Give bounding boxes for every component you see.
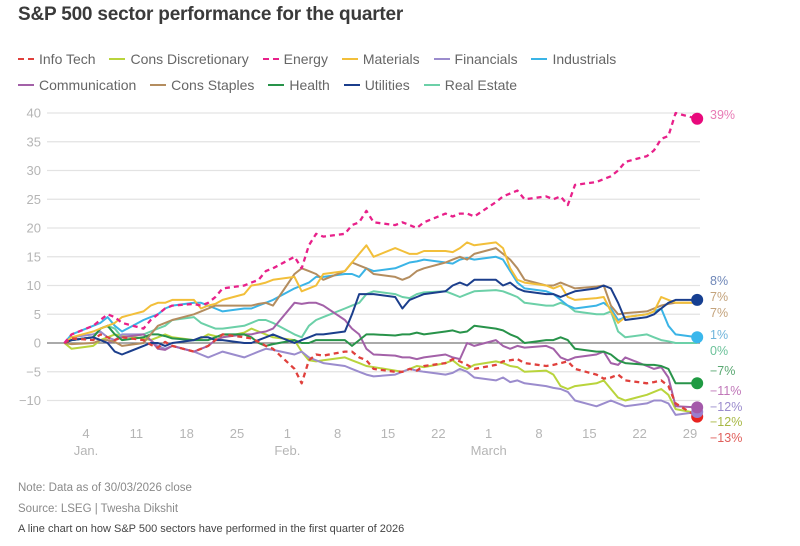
legend-swatch bbox=[18, 58, 34, 60]
legend-item-energy: Energy bbox=[262, 51, 328, 67]
legend-swatch bbox=[433, 58, 450, 60]
series-line-info-tech bbox=[63, 333, 698, 418]
x-tick-label: 15 bbox=[582, 426, 596, 441]
legend-item-communication: Communication bbox=[18, 77, 136, 93]
x-tick-label: 15 bbox=[381, 426, 395, 441]
end-label-materials: 7% bbox=[710, 306, 728, 320]
legend-swatch bbox=[423, 84, 440, 86]
end-dot-utilities bbox=[691, 293, 704, 306]
legend-swatch bbox=[18, 84, 34, 86]
legend-label: Utilities bbox=[364, 77, 410, 93]
end-labels: 39% 8% 7% 7% 1% 0% −7% −11% −12%−12% −13% bbox=[710, 108, 742, 445]
end-dots bbox=[691, 112, 704, 423]
series-line-industrials bbox=[63, 255, 698, 344]
end-dot-industrials bbox=[691, 331, 704, 344]
end-label-health: −7% bbox=[710, 364, 735, 378]
footer-caption: A line chart on how S&P 500 sectors have… bbox=[18, 523, 405, 535]
legend-item-real-estate: Real Estate bbox=[423, 77, 518, 93]
y-tick-label: 30 bbox=[27, 163, 41, 178]
footer-source: Source: LSEG | Twesha Dikshit bbox=[18, 503, 179, 515]
legend-swatch bbox=[262, 58, 279, 60]
legend-swatch bbox=[531, 58, 548, 60]
series-line-communication bbox=[64, 301, 698, 409]
end-label-cons-discretionary: −12% bbox=[710, 415, 742, 429]
y-tick-label: 40 bbox=[27, 106, 41, 121]
series-line-real-estate bbox=[64, 289, 698, 344]
y-tick-label: 5 bbox=[34, 307, 41, 322]
x-tick-label: 22 bbox=[431, 426, 445, 441]
legend-item-cons-discretionary: Cons Discretionary bbox=[109, 51, 249, 67]
y-tick-label: 20 bbox=[27, 221, 41, 236]
x-tick-label: 29 bbox=[683, 426, 697, 441]
end-dot-communication bbox=[691, 401, 704, 414]
x-month-label: March bbox=[471, 443, 507, 458]
legend-label: Cons Discretionary bbox=[130, 51, 249, 67]
chart-title: S&P 500 sector performance for the quart… bbox=[18, 4, 404, 25]
y-axis: 40 35 30 25 20 15 10 5 0 −5 −10 bbox=[19, 106, 41, 409]
legend-swatch bbox=[343, 84, 360, 86]
legend-item-cons-staples: Cons Staples bbox=[150, 77, 254, 93]
legend-swatch bbox=[268, 84, 285, 86]
x-tick-label: 11 bbox=[130, 426, 144, 441]
x-tick-label: 25 bbox=[230, 426, 244, 441]
legend-swatch bbox=[109, 58, 126, 60]
series-line-cons-discretionary bbox=[63, 327, 698, 415]
end-label-info-tech: −13% bbox=[710, 431, 742, 445]
y-tick-label: 35 bbox=[27, 134, 41, 149]
x-axis: 4 Jan. 11 18 25 1 Feb. 8 15 22 1 March 8 15 22 29 bbox=[74, 426, 698, 458]
legend-row-1: Info Tech Cons Discretionary Energy Mate… bbox=[18, 47, 798, 67]
end-label-utilities: 8% bbox=[710, 274, 728, 288]
end-dot-health bbox=[691, 377, 704, 390]
end-dot-energy bbox=[691, 112, 704, 125]
legend-item-industrials: Industrials bbox=[531, 51, 616, 67]
x-tick-label: 22 bbox=[632, 426, 646, 441]
legend-swatch bbox=[150, 84, 167, 86]
legend-row-2: Communication Cons Staples Health Utilit… bbox=[18, 73, 798, 93]
legend-label: Financials bbox=[454, 51, 518, 67]
legend-item-info-tech: Info Tech bbox=[18, 51, 96, 67]
end-label-communication: −11% bbox=[710, 384, 741, 398]
x-tick-label: 8 bbox=[535, 426, 542, 441]
series-line-utilities bbox=[64, 278, 698, 356]
series-line-cons-staples bbox=[64, 247, 698, 347]
x-tick-label: 1 bbox=[284, 426, 291, 441]
series-lines bbox=[63, 111, 698, 418]
footer-note: Note: Data as of 30/03/2026 close bbox=[18, 482, 192, 494]
legend-item-financials: Financials bbox=[433, 51, 518, 67]
y-tick-label: −10 bbox=[19, 393, 41, 408]
x-tick-label: 1 bbox=[485, 426, 492, 441]
x-tick-label: 8 bbox=[334, 426, 341, 441]
legend-label: Energy bbox=[283, 51, 328, 67]
legend-label: Cons Staples bbox=[171, 77, 255, 93]
legend-label: Info Tech bbox=[39, 51, 96, 67]
legend-item-utilities: Utilities bbox=[343, 77, 410, 93]
x-month-label: Jan. bbox=[74, 443, 99, 458]
legend-label: Communication bbox=[39, 77, 137, 93]
y-tick-label: 10 bbox=[27, 278, 41, 293]
end-label-cons-staples: 7% bbox=[710, 290, 728, 304]
x-tick-label: 4 bbox=[82, 426, 89, 441]
legend-label: Industrials bbox=[552, 51, 617, 67]
series-line-materials bbox=[63, 241, 698, 344]
end-label-industrials: 1% bbox=[710, 328, 728, 342]
x-tick-label: 18 bbox=[179, 426, 193, 441]
y-tick-label: 0 bbox=[34, 336, 41, 351]
end-label-real-estate: 0% bbox=[710, 344, 728, 358]
end-label-financials: −12% bbox=[710, 400, 742, 414]
x-month-label: Feb. bbox=[274, 443, 300, 458]
series-line-energy bbox=[63, 111, 698, 344]
end-label-energy: 39% bbox=[710, 108, 735, 122]
legend-item-materials: Materials bbox=[341, 51, 420, 67]
y-tick-label: 15 bbox=[27, 249, 41, 264]
legend-label: Materials bbox=[362, 51, 420, 67]
gridlines bbox=[47, 112, 700, 402]
legend-label: Real Estate bbox=[444, 77, 518, 93]
legend-swatch bbox=[341, 58, 358, 60]
series-line-health bbox=[64, 324, 698, 385]
y-tick-label: 25 bbox=[27, 192, 41, 207]
legend-item-health: Health bbox=[268, 77, 330, 93]
y-tick-label: −5 bbox=[26, 364, 41, 379]
legend-label: Health bbox=[289, 77, 330, 93]
